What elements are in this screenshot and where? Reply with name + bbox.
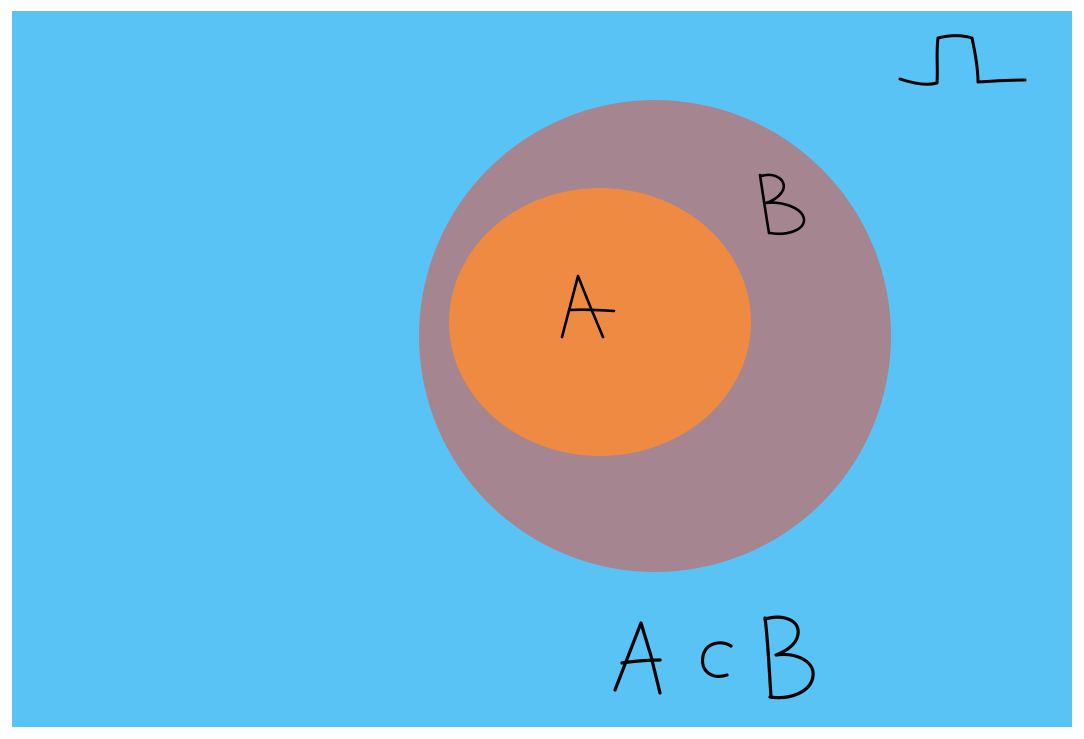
universe-omega-label (898, 34, 1027, 86)
set-a-label (560, 274, 616, 339)
set-a-ellipse (449, 188, 751, 456)
set-b-label (758, 173, 806, 236)
caption-a-subset-b (613, 615, 815, 700)
